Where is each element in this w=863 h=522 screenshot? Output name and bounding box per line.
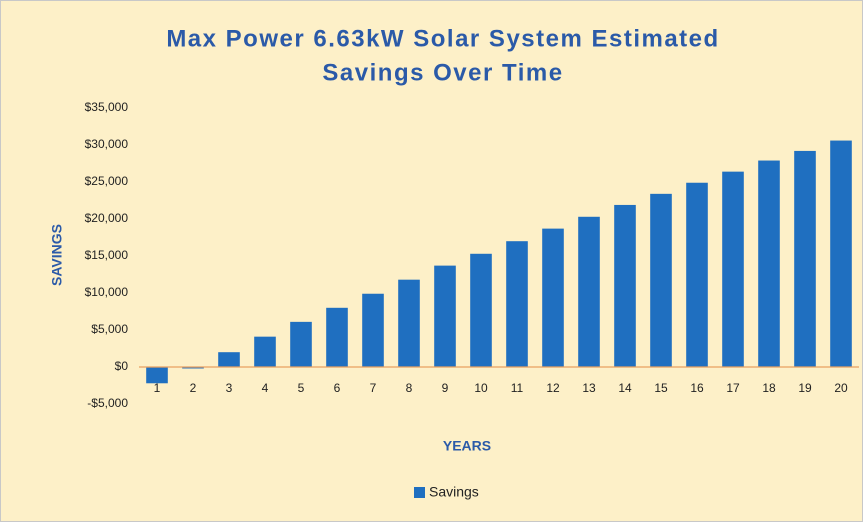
y-tick-label: $0 bbox=[115, 359, 129, 373]
x-tick-label: 1 bbox=[154, 381, 161, 395]
bar bbox=[398, 279, 420, 367]
x-tick-label: 14 bbox=[618, 381, 632, 395]
bar bbox=[362, 293, 384, 367]
bar bbox=[218, 352, 240, 367]
y-tick-label: $15,000 bbox=[85, 248, 129, 262]
y-axis-title: SAVINGS bbox=[49, 224, 65, 286]
x-tick-label: 9 bbox=[442, 381, 449, 395]
bar bbox=[650, 193, 672, 367]
x-tick-label: 3 bbox=[226, 381, 233, 395]
x-tick-label: 18 bbox=[762, 381, 776, 395]
y-tick-label: $10,000 bbox=[85, 285, 129, 299]
legend-label: Savings bbox=[429, 484, 479, 500]
x-tick-label: 13 bbox=[582, 381, 596, 395]
bar bbox=[254, 336, 276, 367]
x-tick-label: 20 bbox=[834, 381, 848, 395]
x-tick-label: 5 bbox=[298, 381, 305, 395]
x-tick-label: 19 bbox=[798, 381, 812, 395]
x-tick-label: 16 bbox=[690, 381, 704, 395]
chart-title: Max Power 6.63kW Solar System Estimated bbox=[166, 25, 719, 52]
y-tick-label: $5,000 bbox=[91, 322, 128, 336]
bar bbox=[758, 160, 780, 367]
bar bbox=[542, 228, 564, 367]
x-tick-label: 4 bbox=[262, 381, 269, 395]
x-tick-label: 7 bbox=[370, 381, 377, 395]
x-tick-label: 17 bbox=[726, 381, 740, 395]
x-tick-label: 11 bbox=[511, 381, 524, 395]
y-tick-label: $20,000 bbox=[85, 211, 129, 225]
legend-swatch bbox=[414, 487, 425, 498]
bar bbox=[794, 150, 816, 367]
bar bbox=[686, 182, 708, 367]
x-tick-label: 12 bbox=[546, 381, 560, 395]
chart-title: Savings Over Time bbox=[322, 59, 563, 86]
x-tick-label: 6 bbox=[334, 381, 341, 395]
bar bbox=[578, 216, 600, 367]
bar bbox=[614, 204, 636, 367]
x-tick-label: 10 bbox=[474, 381, 488, 395]
bar bbox=[830, 140, 852, 367]
bar bbox=[506, 241, 528, 367]
x-axis-title: YEARS bbox=[443, 438, 491, 454]
y-tick-label: $35,000 bbox=[85, 100, 129, 114]
x-tick-label: 2 bbox=[190, 381, 197, 395]
bar bbox=[434, 265, 456, 367]
y-tick-label: -$5,000 bbox=[87, 396, 128, 410]
bar bbox=[146, 367, 168, 384]
bar bbox=[290, 321, 312, 367]
y-tick-label: $30,000 bbox=[85, 137, 129, 151]
x-tick-label: 15 bbox=[654, 381, 668, 395]
bar bbox=[182, 367, 204, 369]
bar bbox=[722, 171, 744, 367]
bar bbox=[326, 307, 348, 367]
y-tick-label: $25,000 bbox=[85, 174, 129, 188]
bar bbox=[470, 253, 492, 367]
x-tick-label: 8 bbox=[406, 381, 413, 395]
